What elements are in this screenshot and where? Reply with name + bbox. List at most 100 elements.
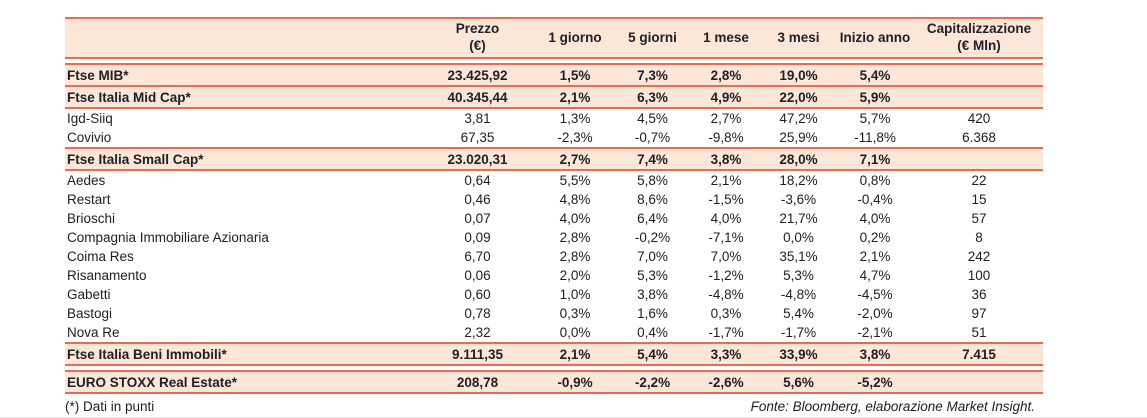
value-cell: 2,1% — [535, 85, 615, 109]
instrument-name: Aedes — [65, 170, 420, 190]
value-cell: 6,70 — [420, 247, 535, 266]
spacer-row — [65, 58, 1043, 64]
value-cell: 2,8% — [535, 228, 615, 247]
value-cell: -2,1% — [835, 323, 915, 343]
value-cell: 4,0% — [535, 209, 615, 228]
value-cell: 3,8% — [615, 285, 690, 304]
instrument-name: Restart — [65, 190, 420, 209]
value-cell: -2,6% — [690, 370, 762, 394]
value-cell: 8 — [915, 228, 1043, 247]
instrument-name: Ftse MIB* — [65, 63, 420, 87]
value-cell: 420 — [915, 108, 1043, 128]
col-header-1-giorno: 1 giorno — [535, 17, 615, 59]
value-cell: 0,8% — [835, 170, 915, 190]
instrument-name: Ftse Italia Beni Immobili* — [65, 342, 420, 366]
value-cell: -2,3% — [535, 128, 615, 148]
col-header-5-giorni-label: 5 giorni — [628, 29, 677, 45]
value-cell: 2,8% — [535, 247, 615, 266]
value-cell: -2,0% — [835, 304, 915, 323]
value-cell: 7.415 — [915, 342, 1043, 366]
stock-row: Covivio 67,35 -2,3% -0,7% -9,8% 25,9% -11,8% 6.… — [65, 128, 1043, 148]
value-cell: 21,7% — [762, 209, 835, 228]
stock-row: Nova Re 2,32 0,0% 0,4% -1,7% -1,7% -2,1% 51 — [65, 323, 1043, 343]
value-cell: -7,1% — [690, 228, 762, 247]
col-header-prezzo-label: Prezzo — [455, 21, 500, 37]
value-cell: 67,35 — [420, 128, 535, 148]
value-cell: -0,7% — [615, 128, 690, 148]
instrument-name: Bastogi — [65, 304, 420, 323]
value-cell: 2,1% — [835, 247, 915, 266]
col-header-capitalizzazione: Capitalizzazione (€ Mln) — [915, 17, 1043, 59]
header-row: Prezzo (€) 1 giorno 5 giorni 1 mese 3 me… — [65, 17, 1043, 59]
value-cell: 2,32 — [420, 323, 535, 343]
value-cell: -4,8% — [690, 285, 762, 304]
value-cell: 47,2% — [762, 108, 835, 128]
value-cell: 2,0% — [535, 266, 615, 285]
stock-row: Restart 0,46 4,8% 8,6% -1,5% -3,6% -0,4% 15 — [65, 190, 1043, 209]
value-cell: 22 — [915, 170, 1043, 190]
value-cell: 7,3% — [615, 63, 690, 87]
index-row: EURO STOXX Real Estate* 208,78 -0,9% -2,2% -… — [65, 370, 1043, 394]
value-cell: -1,5% — [690, 190, 762, 209]
value-cell: 51 — [915, 323, 1043, 343]
value-cell: 4,0% — [835, 209, 915, 228]
value-cell: 4,8% — [535, 190, 615, 209]
instrument-name: Ftse Italia Mid Cap* — [65, 85, 420, 109]
instrument-name: Gabetti — [65, 285, 420, 304]
instrument-name: Ftse Italia Small Cap* — [65, 147, 420, 171]
value-cell: 5,4% — [762, 304, 835, 323]
value-cell: 23.425,92 — [420, 63, 535, 87]
source-attribution: Fonte: Bloomberg, elaborazione Market In… — [750, 399, 1035, 414]
value-cell: 5,9% — [835, 85, 915, 109]
value-cell — [915, 147, 1043, 171]
value-cell: 0,64 — [420, 170, 535, 190]
footnote-dati-in-punti: (*) Dati in punti — [65, 399, 155, 414]
stock-row: Coima Res 6,70 2,8% 7,0% 7,0% 35,1% 2,1% 242 — [65, 247, 1043, 266]
value-cell: 6,4% — [615, 209, 690, 228]
value-cell: 35,1% — [762, 247, 835, 266]
value-cell: 5,4% — [835, 63, 915, 87]
value-cell: 5,3% — [615, 266, 690, 285]
value-cell: 5,5% — [535, 170, 615, 190]
index-row: Ftse Italia Small Cap* 23.020,31 2,7% 7,4% 3… — [65, 147, 1043, 171]
instrument-name: EURO STOXX Real Estate* — [65, 370, 420, 394]
col-header-1-mese: 1 mese — [690, 17, 762, 59]
value-cell: 5,7% — [835, 108, 915, 128]
index-row: Ftse Italia Mid Cap* 40.345,44 2,1% 6,3% 4,9… — [65, 85, 1043, 109]
value-cell: 18,2% — [762, 170, 835, 190]
col-header-3-mesi: 3 mesi — [762, 17, 835, 59]
instrument-name: Nova Re — [65, 323, 420, 343]
spacer-row — [65, 365, 1043, 371]
value-cell: 2,1% — [690, 170, 762, 190]
table-body: Ftse MIB* 23.425,92 1,5% 7,3% 2,8% 19,0% 5,4% F… — [65, 58, 1043, 394]
col-header-capitalizzazione-label: Capitalizzazione — [926, 21, 1032, 37]
value-cell: 28,0% — [762, 147, 835, 171]
value-cell: 8,6% — [615, 190, 690, 209]
value-cell: 33,9% — [762, 342, 835, 366]
col-header-instrument — [65, 17, 420, 59]
value-cell: 0,78 — [420, 304, 535, 323]
value-cell: 242 — [915, 247, 1043, 266]
value-cell: -0,9% — [535, 370, 615, 394]
value-cell: 6.368 — [915, 128, 1043, 148]
value-cell: 22,0% — [762, 85, 835, 109]
spacer-cell — [65, 365, 1043, 371]
value-cell: -3,6% — [762, 190, 835, 209]
value-cell: -1,2% — [690, 266, 762, 285]
col-header-1-giorno-label: 1 giorno — [548, 29, 602, 45]
value-cell: 0,0% — [535, 323, 615, 343]
value-cell: -4,5% — [835, 285, 915, 304]
value-cell: 4,7% — [835, 266, 915, 285]
stock-row: Brioschi 0,07 4,0% 6,4% 4,0% 21,7% 4,0% 57 — [65, 209, 1043, 228]
value-cell: 57 — [915, 209, 1043, 228]
value-cell: 0,3% — [690, 304, 762, 323]
instrument-name: Risanamento — [65, 266, 420, 285]
value-cell: 2,7% — [535, 147, 615, 171]
value-cell: 0,0% — [762, 228, 835, 247]
instrument-name: Igd-Siiq — [65, 108, 420, 128]
value-cell: 208,78 — [420, 370, 535, 394]
value-cell: 5,8% — [615, 170, 690, 190]
value-cell: -0,2% — [615, 228, 690, 247]
stock-row: Risanamento 0,06 2,0% 5,3% -1,2% 5,3% 4,7% 100 — [65, 266, 1043, 285]
